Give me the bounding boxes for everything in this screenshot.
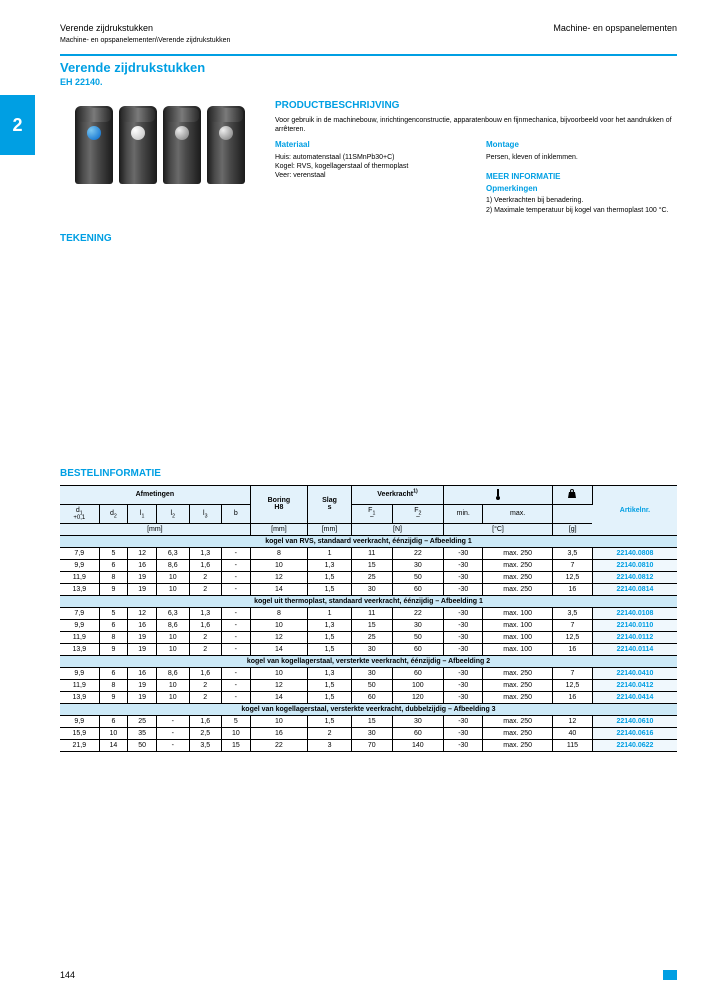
order-table-body: kogel van RVS, standaard veerkracht, één…	[60, 535, 677, 751]
th-boring: Boring H8	[250, 485, 307, 523]
article-number-cell[interactable]: 22140.0810	[592, 559, 677, 571]
brand-logo-icon	[663, 970, 677, 980]
montage-label: Montage	[486, 140, 677, 150]
technical-drawing	[60, 250, 677, 450]
page-subtitle: EH 22140.	[60, 77, 677, 87]
article-number-cell[interactable]: 22140.0808	[592, 547, 677, 559]
table-row: 9,96168,61,6-101,31530-30max. 250722140.…	[60, 559, 677, 571]
table-group-row: kogel van kogellagerstaal, versterkte ve…	[60, 703, 677, 715]
table-row: 7,95126,31,3-811122-30max. 2503,522140.0…	[60, 547, 677, 559]
upper-section: PRODUCTBESCHRIJVING Voor gebruik in de m…	[60, 99, 677, 215]
th-d1: d1+0,1	[60, 504, 99, 523]
opm-label: Opmerkingen	[486, 184, 677, 194]
article-number-cell[interactable]: 22140.0414	[592, 691, 677, 703]
th-b: b	[221, 504, 250, 523]
th-l1: l1	[128, 504, 157, 523]
th-artikelnr: Artikelnr.	[592, 485, 677, 535]
page-title: Verende zijdrukstukken	[60, 60, 677, 75]
header-left: Verende zijdrukstukken	[60, 23, 153, 33]
th-unit-g: [g]	[552, 523, 592, 535]
opm-text: 1) Veerkrachten bij benadering. 2) Maxim…	[486, 196, 677, 214]
table-row: 9,96168,61,6-101,33060-30max. 250722140.…	[60, 667, 677, 679]
table-row: 11,9819102-121,52550-30max. 25012,522140…	[60, 571, 677, 583]
table-row: 9,96168,61,6-101,31530-30max. 100722140.…	[60, 619, 677, 631]
th-slag: Slag s	[308, 485, 352, 523]
tekening-heading: TEKENING	[60, 233, 677, 244]
product-photo	[60, 99, 260, 184]
article-number-cell[interactable]: 22140.0812	[592, 571, 677, 583]
order-table: Afmetingen Boring H8 Slag s Veerkracht1)…	[60, 485, 677, 752]
article-number-cell[interactable]: 22140.0616	[592, 727, 677, 739]
article-number-cell[interactable]: 22140.0814	[592, 583, 677, 595]
description-column: PRODUCTBESCHRIJVING Voor gebruik in de m…	[275, 99, 677, 215]
breadcrumb: Machine- en opspanelementen\Verende zijd…	[60, 37, 677, 44]
th-unit-n: [N]	[351, 523, 443, 535]
article-number-cell[interactable]: 22140.0610	[592, 715, 677, 727]
th-unit-mm3: [mm]	[308, 523, 352, 535]
material-text: Huis: automatenstaal (11SMnPb30+C) Kogel…	[275, 153, 466, 180]
th-unit-mm: [mm]	[60, 523, 250, 535]
bestel-heading: BESTELINFORMATIE	[60, 468, 677, 479]
table-row: 13,9919102-141,53060-30max. 1001622140.0…	[60, 643, 677, 655]
th-afmetingen: Afmetingen	[60, 485, 250, 504]
desc-heading: PRODUCTBESCHRIJVING	[275, 99, 677, 112]
page: Verende zijdrukstukken Machine- en opspa…	[0, 0, 707, 772]
article-number-cell[interactable]: 22140.0110	[592, 619, 677, 631]
table-row: 13,9919102-141,560120-30max. 2501622140.…	[60, 691, 677, 703]
article-number-cell[interactable]: 22140.0112	[592, 631, 677, 643]
th-unit-c: [°C]	[444, 523, 553, 535]
table-group-row: kogel uit thermoplast, standaard veerkra…	[60, 595, 677, 607]
footer: 144	[60, 970, 677, 980]
th-d2: d2	[99, 504, 128, 523]
table-row: 7,95126,31,3-811122-30max. 1003,522140.0…	[60, 607, 677, 619]
header-right: Machine- en opspanelementen	[553, 23, 677, 33]
th-max: max.	[483, 504, 553, 523]
material-label: Materiaal	[275, 140, 466, 150]
table-row: 11,9819102-121,550100-30max. 25012,52214…	[60, 679, 677, 691]
table-group-row: kogel van kogellagerstaal, versterkte ve…	[60, 655, 677, 667]
th-l3: l3	[189, 504, 221, 523]
table-row: 13,9919102-141,53060-30max. 2501622140.0…	[60, 583, 677, 595]
th-min: min.	[444, 504, 483, 523]
article-number-cell[interactable]: 22140.0412	[592, 679, 677, 691]
table-row: 11,9819102-121,52550-30max. 10012,522140…	[60, 631, 677, 643]
title-block: Verende zijdrukstukken EH 22140.	[60, 54, 677, 87]
table-row: 15,91035-2,5101623060-30max. 2504022140.…	[60, 727, 677, 739]
page-number: 144	[60, 970, 75, 980]
th-veerkracht: Veerkracht1)	[351, 485, 443, 504]
article-number-cell[interactable]: 22140.0108	[592, 607, 677, 619]
th-temp	[444, 485, 553, 504]
article-number-cell[interactable]: 22140.0410	[592, 667, 677, 679]
table-row: 9,9625-1,65101,51530-30max. 2501222140.0…	[60, 715, 677, 727]
montage-text: Persen, kleven of inklemmen.	[486, 153, 677, 162]
th-unit-mm2: [mm]	[250, 523, 307, 535]
th-weight	[552, 485, 592, 504]
th-f2: F2~	[392, 504, 443, 523]
th-f1: F1~	[351, 504, 392, 523]
thermometer-icon	[494, 488, 502, 500]
article-number-cell[interactable]: 22140.0622	[592, 739, 677, 751]
more-info-label: MEER INFORMATIE	[486, 172, 677, 182]
header-row: Verende zijdrukstukken Machine- en opspa…	[60, 23, 677, 33]
table-group-row: kogel van RVS, standaard veerkracht, één…	[60, 535, 677, 547]
table-row: 21,91450-3,51522370140-30max. 2501152214…	[60, 739, 677, 751]
article-number-cell[interactable]: 22140.0114	[592, 643, 677, 655]
weight-icon	[567, 489, 577, 499]
th-l2: l2	[157, 504, 189, 523]
desc-intro: Voor gebruik in de machinebouw, inrichti…	[275, 116, 677, 134]
th-wt-blank	[552, 504, 592, 523]
